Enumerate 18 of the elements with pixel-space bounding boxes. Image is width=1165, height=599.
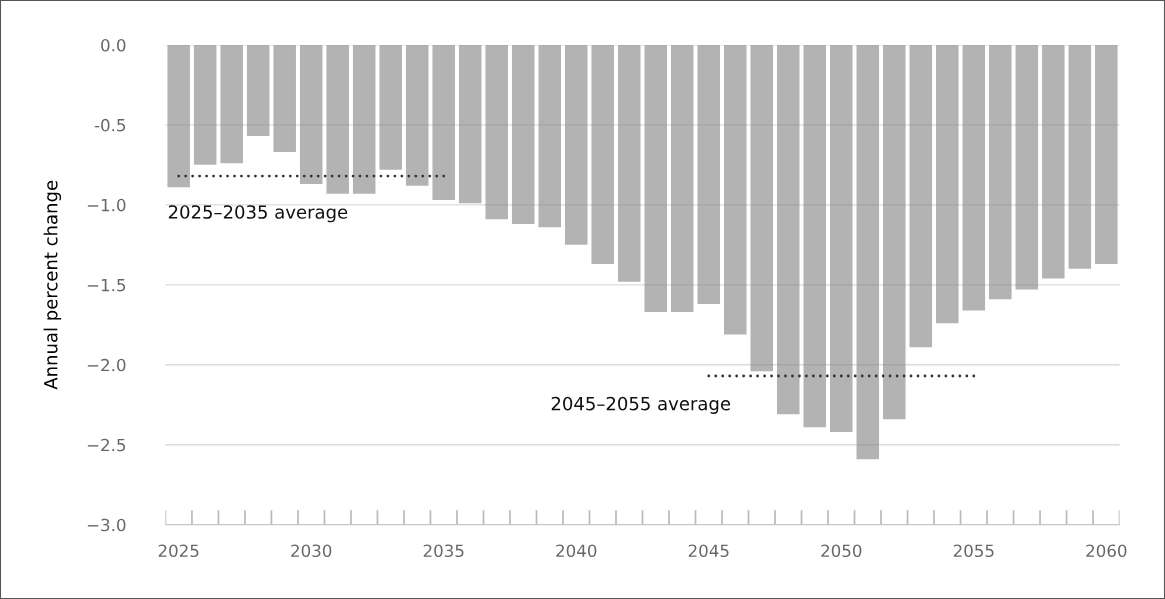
y-tick-label: −1.5: [87, 279, 126, 292]
annotation: 2045–2055 average: [551, 396, 731, 414]
x-tick-label: 2055: [953, 544, 994, 558]
y-tick-label: −2.0: [87, 358, 126, 372]
x-tick-label: 2025: [158, 544, 199, 558]
y-tick-label: 0.0: [101, 38, 126, 52]
annotation: 2025–2035 average: [168, 205, 348, 223]
x-tick-label: 2035: [423, 544, 464, 558]
y-tick-label: −1.0: [87, 198, 126, 212]
x-tick-label: 2050: [821, 544, 862, 558]
x-tick-label: 2060: [1086, 544, 1127, 558]
y-tick-label: −3.0: [87, 518, 126, 532]
x-tick-label: 2040: [556, 544, 597, 558]
x-tick-label: 2045: [688, 544, 729, 558]
y-axis-title: Annual percent change: [43, 180, 62, 390]
y-tick-label: -0.5: [94, 118, 126, 132]
y-tick-label: −2.5: [87, 438, 126, 452]
x-tick-label: 2030: [291, 544, 332, 558]
